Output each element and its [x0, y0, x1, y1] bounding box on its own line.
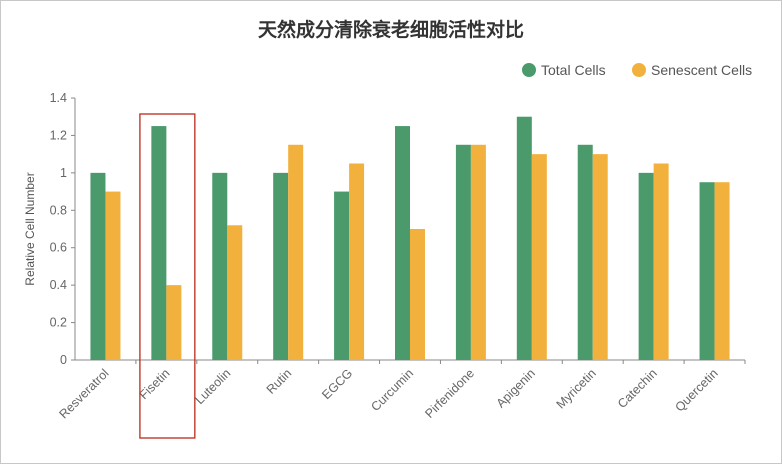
legend-label: Total Cells	[541, 62, 606, 78]
category-label: Rutin	[264, 366, 295, 397]
category-label: Myricetin	[554, 366, 599, 411]
category-label: Fisetin	[137, 366, 173, 402]
bar-total-cells	[395, 126, 410, 360]
legend-marker	[632, 63, 646, 77]
category-label: Luteolin	[193, 366, 234, 407]
y-tick-label: 0.4	[50, 278, 67, 292]
y-tick-label: 1.4	[50, 91, 67, 105]
category-label: EGCG	[319, 366, 355, 402]
category-label: Pirfenidone	[422, 366, 477, 421]
category-label: Apigenin	[494, 366, 538, 410]
category-label: Resveratrol	[56, 366, 111, 421]
bar-total-cells	[334, 191, 350, 360]
bar-senescent-cells	[470, 144, 486, 360]
bar-senescent-cells	[653, 163, 669, 360]
highlight-box	[139, 113, 196, 439]
category-label: Catechin	[615, 366, 660, 411]
bar-senescent-cells	[166, 285, 182, 360]
chart-title: 天然成分清除衰老细胞活性对比	[257, 19, 524, 41]
bar-senescent-cells	[227, 225, 243, 360]
bar-senescent-cells	[349, 163, 365, 360]
y-tick-label: 1.2	[50, 128, 67, 142]
y-tick-label: 1	[60, 166, 67, 180]
bar-senescent-cells	[531, 154, 547, 360]
bar-total-cells	[577, 144, 593, 360]
y-tick-label: 0.6	[50, 241, 67, 255]
category-label: Quercetin	[672, 366, 720, 414]
bar-total-cells	[638, 172, 654, 360]
y-tick-label: 0	[60, 353, 67, 367]
legend-marker	[522, 63, 536, 77]
bar-total-cells	[273, 172, 289, 360]
bar-total-cells	[455, 144, 471, 360]
bar-senescent-cells	[410, 229, 425, 360]
bar-total-cells	[151, 126, 167, 360]
bar-senescent-cells	[592, 154, 608, 360]
legend-label: Senescent Cells	[651, 62, 752, 78]
y-axis-title: Relative Cell Number	[23, 172, 37, 285]
bar-total-cells	[516, 116, 532, 360]
y-tick-label: 0.8	[50, 203, 67, 217]
bar-senescent-cells	[714, 182, 730, 360]
bar-senescent-cells	[288, 144, 304, 360]
bar-senescent-cells	[105, 191, 121, 360]
bar-total-cells	[699, 182, 715, 360]
category-label: Curcumin	[368, 366, 416, 414]
bar-total-cells	[212, 172, 228, 360]
bar-total-cells	[90, 172, 106, 360]
y-tick-label: 0.2	[50, 316, 67, 330]
